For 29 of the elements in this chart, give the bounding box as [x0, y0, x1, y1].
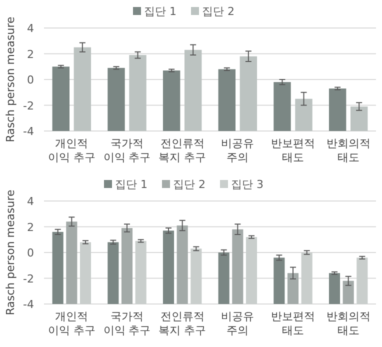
y-tick-label: 2 — [27, 48, 34, 61]
x-tick-label: 개인적 이익 추구 — [48, 310, 96, 337]
x-tick-label: 개인적 이익 추구 — [48, 137, 96, 164]
x-tick-label: 국가적 이익 추구 — [103, 137, 151, 164]
x-tick-label: 비공유 주의 — [221, 310, 254, 337]
x-tick-label: 전인류적 복지 추구 — [158, 137, 206, 164]
x-tick-label: 비공유 주의 — [221, 137, 254, 164]
legend-label: 집단 1 — [115, 178, 148, 191]
x-tick-label: 반회의적 태도 — [326, 137, 370, 164]
y-axis-title: Rasch person measure — [4, 189, 17, 316]
legend-label: 집단 3 — [231, 178, 264, 191]
y-tick-label: -2 — [23, 272, 34, 286]
legend-label: 집단 2 — [202, 5, 234, 18]
y-tick-label: -4 — [23, 298, 34, 311]
y-tick-label: 4 — [27, 195, 34, 208]
x-tick-label: 반회의적 태도 — [326, 310, 370, 337]
x-tick-label: 전인류적 복지 추구 — [158, 310, 206, 337]
legend-label: 집단 1 — [144, 5, 176, 18]
y-tick-label: -2 — [23, 99, 34, 112]
x-tick-label: 반보편적 태도 — [271, 310, 315, 337]
y-tick-label: 2 — [27, 220, 34, 234]
y-tick-label: 0 — [27, 246, 34, 260]
x-tick-label: 반보편적 태도 — [271, 137, 315, 164]
y-tick-label: 0 — [27, 74, 34, 86]
legend-label: 집단 2 — [173, 178, 206, 191]
x-tick-label: 국가적 이익 추구 — [103, 310, 151, 337]
y-tick-label: 4 — [27, 22, 34, 35]
y-tick-label: -4 — [23, 125, 34, 138]
y-axis-title: Rasch person measure — [4, 16, 17, 142]
